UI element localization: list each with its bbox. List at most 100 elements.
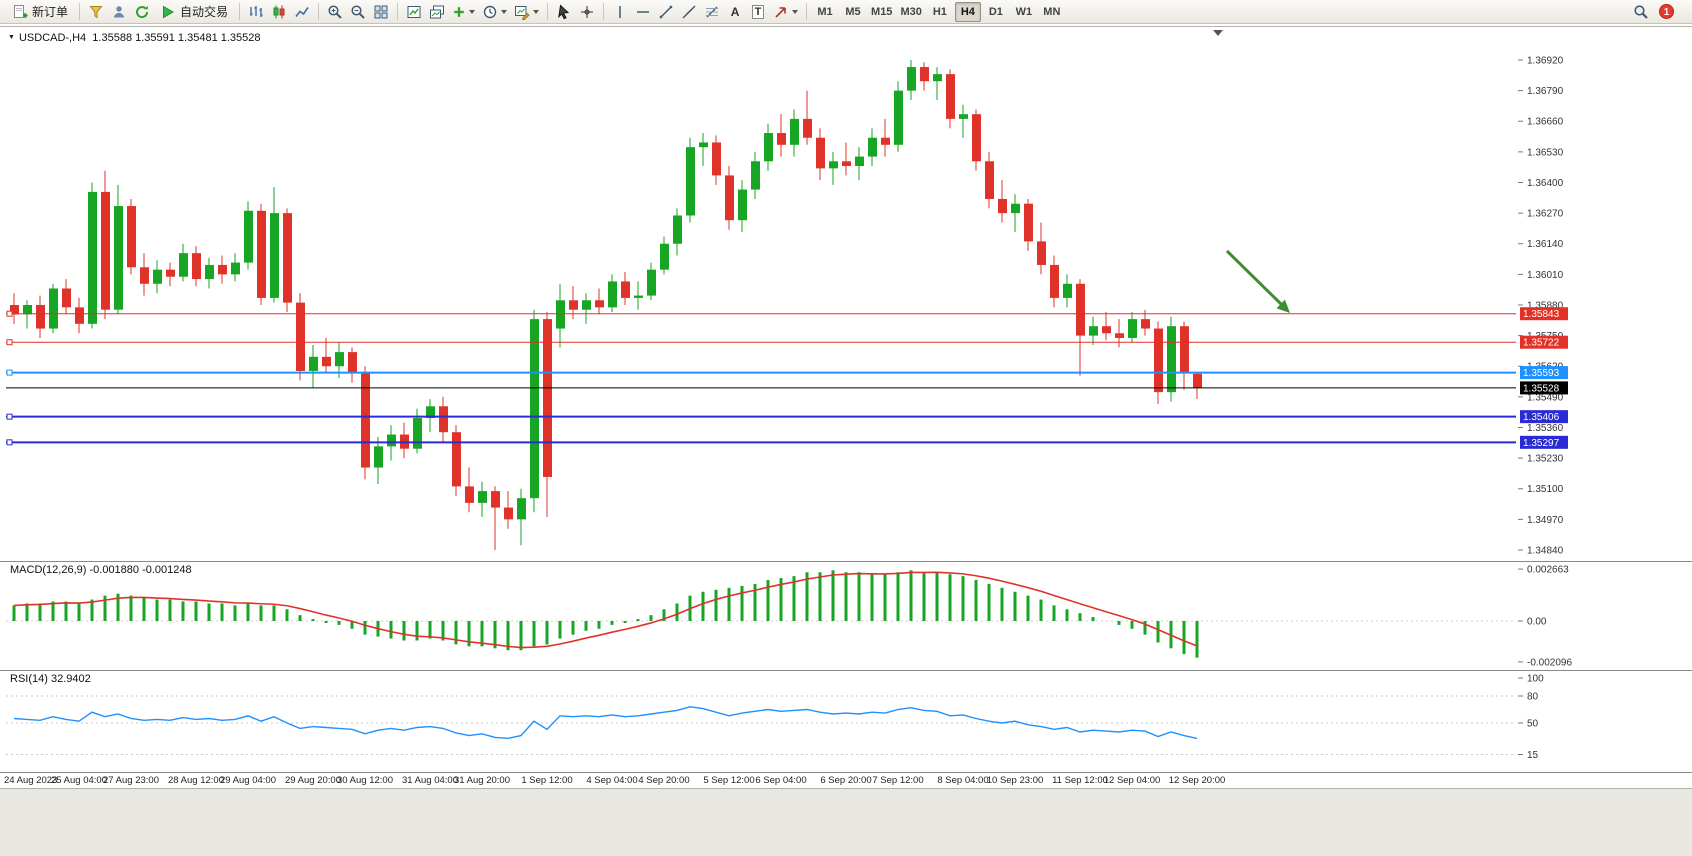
svg-text:-0.002096: -0.002096 [1527,657,1572,668]
macd-svg[interactable]: 0.002663 0.00 -0.002096 [0,561,1692,669]
toolbar-separator [547,3,549,20]
date-axis[interactable]: 24 Aug 2023 25 Aug 04:00 27 Aug 23:00 28 Au… [0,772,1692,788]
timeframe-button-h4[interactable]: H4 [954,1,981,22]
horizontal-line-1.35843[interactable]: 1.35843 [6,307,1568,321]
chevron-down-icon [501,9,508,14]
horizontal-line-1.35297[interactable]: 1.35297 [6,435,1568,449]
symbol-period: USDCAD-,H4 [18,32,87,44]
bar-chart-icon [250,5,264,17]
autotrade-button[interactable]: 自动交易 [154,2,234,22]
toolbar-separator [603,3,605,20]
indicators-button[interactable] [449,2,478,22]
new-order-button[interactable]: 新订单 [6,2,74,22]
timeframe-button-m15[interactable]: M15 [871,5,893,18]
vertical-line-icon [619,5,621,18]
rsi-name: RSI(14) [10,673,48,685]
cascade-windows-button[interactable] [426,2,448,22]
date-label: 10 Sep 23:00 [986,775,1044,786]
chevron-down-icon [533,9,540,14]
svg-text:1.34840: 1.34840 [1527,545,1564,556]
zoom-out-button[interactable] [347,2,369,22]
text-label-icon: T [751,4,765,19]
timeframe-button-d1[interactable]: D1 [988,5,1003,18]
channel-icon [682,5,696,18]
svg-text:1.35722: 1.35722 [1523,338,1560,349]
autotrade-label: 自动交易 [180,5,229,19]
crosshair-button[interactable] [576,2,598,22]
new-order-icon [14,4,28,18]
svg-text:1.36010: 1.36010 [1527,270,1564,281]
rsi-svg[interactable]: 100 80 50 15 [0,670,1692,771]
templates-button[interactable] [511,2,542,22]
svg-text:1.36270: 1.36270 [1527,209,1564,220]
svg-text:1.35880: 1.35880 [1527,300,1564,311]
trendline-icon [659,5,673,18]
candlestick-icon [273,5,285,18]
price-axis[interactable]: 1.36920 1.36790 1.36660 1.36530 1.36400 1.362… [1518,56,1564,557]
date-label: 1 Sep 12:00 [521,775,573,786]
text-tool-icon: A [730,4,740,19]
fibonacci-button[interactable] [701,2,723,22]
toolbar-separator [79,3,81,20]
zoom-in-button[interactable] [324,2,346,22]
timeframe-button-m5[interactable]: M5 [845,5,861,18]
channel-button[interactable] [678,2,700,22]
chart-menu-icon[interactable]: ▼ [8,34,15,41]
shapes-button[interactable] [770,2,801,22]
chart-shift-marker[interactable] [1213,30,1223,36]
timeframe-button-h1[interactable]: H1 [932,5,947,18]
main-chart-svg[interactable]: 1.36920 1.36790 1.36660 1.36530 1.36400 1.362… [0,26,1692,560]
svg-text:1.35360: 1.35360 [1527,423,1564,434]
periods-button[interactable] [479,2,510,22]
play-icon [163,5,175,18]
chart-wizard-button[interactable] [85,2,107,22]
horizontal-line-1.35722[interactable]: 1.35722 [6,335,1568,349]
timeframe-button-m1[interactable]: M1 [817,5,833,18]
tile-windows-button[interactable] [370,2,392,22]
arrange-windows-button[interactable] [403,2,425,22]
svg-text:100: 100 [1527,674,1544,685]
main-toolbar: 新订单 自动交易 [0,0,1692,24]
horizontal-line-button[interactable] [632,2,654,22]
date-label: 28 Aug 12:00 [168,775,224,786]
chevron-down-icon [792,9,799,14]
candlestick-chart-button[interactable] [268,2,290,22]
toolbar-separator [239,3,241,20]
timeframe-button-w1[interactable]: W1 [1015,5,1033,18]
macd-signal-line [13,571,1198,649]
chart-window: 1.36920 1.36790 1.36660 1.36530 1.36400 1.362… [0,24,1692,788]
horizontal-line-1.35593[interactable]: 1.35593 [6,366,1568,380]
bar-chart-button[interactable] [245,2,267,22]
line-chart-button[interactable] [291,2,313,22]
timeframe-button-m30[interactable]: M30 [900,5,922,18]
date-label: 4 Sep 20:00 [638,775,690,786]
svg-text:1.35100: 1.35100 [1527,484,1564,495]
svg-text:1.36530: 1.36530 [1527,147,1564,158]
date-label: 31 Aug 20:00 [454,775,510,786]
svg-text:1.35528: 1.35528 [1523,383,1560,394]
horizontal-line-1.35406[interactable]: 1.35406 [6,410,1568,424]
refresh-button[interactable] [131,2,153,22]
label-button[interactable]: T [747,2,769,22]
profiles-button[interactable] [108,2,130,22]
vertical-line-button[interactable] [609,2,631,22]
trendline-button[interactable] [655,2,677,22]
date-label: 25 Aug 04:00 [51,775,107,786]
toolbar-separator [397,3,399,20]
new-order-label: 新订单 [32,5,69,19]
indicators-plus-icon [454,6,464,17]
search-button[interactable] [1630,2,1652,22]
timeframe-button-mn[interactable]: MN [1043,5,1061,18]
rsi-indicator-label: RSI(14) 32.9402 [10,673,91,685]
funnel-icon [89,5,103,19]
svg-text:1.36920: 1.36920 [1527,56,1564,67]
date-label: 29 Aug 20:00 [285,775,341,786]
macd-histogram [12,570,1199,658]
cursor-button[interactable] [553,2,575,22]
text-button[interactable]: A [724,2,746,22]
date-label: 12 Sep 04:00 [1103,775,1161,786]
date-label: 30 Aug 12:00 [337,775,393,786]
trend-arrow-annotation[interactable] [1225,249,1290,313]
notification-badge[interactable]: 1 [1659,4,1674,19]
svg-text:1.35490: 1.35490 [1527,392,1564,403]
